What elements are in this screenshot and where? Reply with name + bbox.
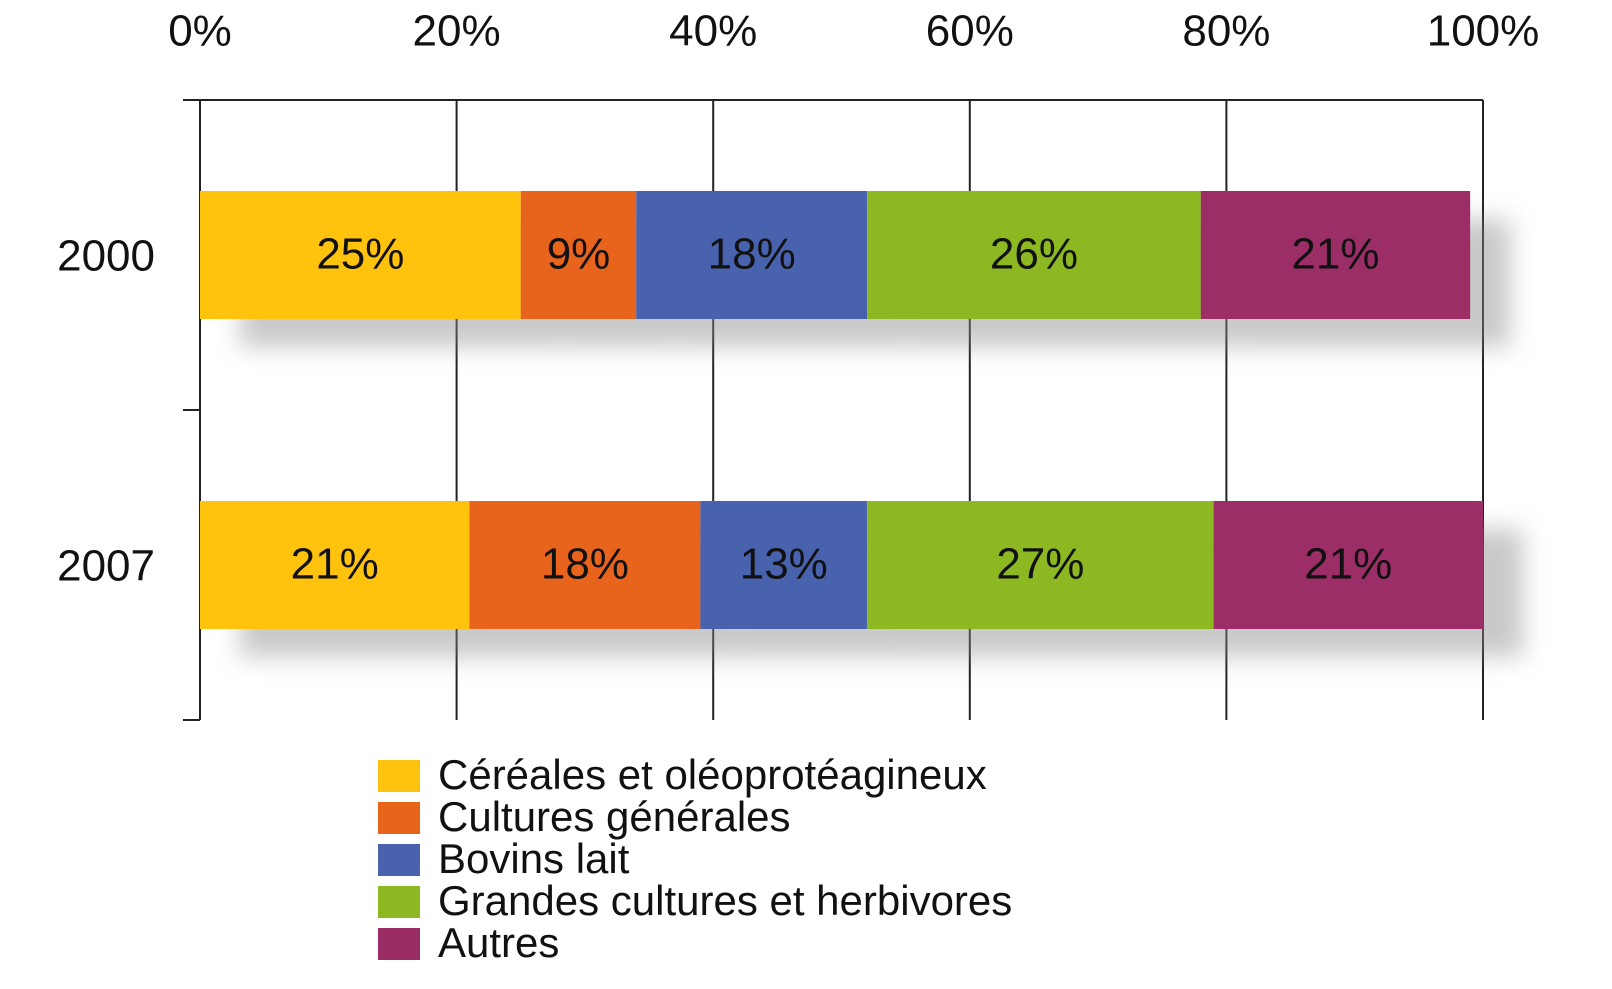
bar-group	[200, 501, 1483, 629]
data-label: 27%	[996, 540, 1084, 589]
data-label: 9%	[547, 230, 611, 279]
data-label: 25%	[316, 230, 404, 279]
x-tick-label: 0%	[168, 7, 232, 56]
y-tick-label: 2007	[57, 542, 155, 591]
bar-segment	[1200, 191, 1471, 319]
data-label: 21%	[291, 540, 379, 589]
bar-segment	[867, 191, 1201, 319]
bar-segment	[200, 191, 521, 319]
bar-segment	[636, 191, 868, 319]
data-label: 18%	[541, 540, 629, 589]
legend-label: Bovins lait	[438, 835, 630, 882]
legend-swatch	[378, 802, 420, 834]
x-tick-label: 100%	[1427, 7, 1540, 56]
bar-segment	[867, 501, 1214, 629]
bar-segment	[1213, 501, 1483, 629]
bar-segment	[469, 501, 701, 629]
bar-group	[200, 191, 1471, 319]
x-tick-label: 20%	[413, 7, 501, 56]
bar-segment	[520, 191, 637, 319]
legend-swatch	[378, 760, 420, 792]
legend-label: Céréales et oléoprotéagineux	[438, 751, 987, 798]
y-tick-label: 2000	[57, 232, 155, 281]
legend-label: Autres	[438, 919, 559, 966]
data-label: 21%	[1291, 230, 1379, 279]
legend-label: Grandes cultures et herbivores	[438, 877, 1012, 924]
data-label: 18%	[708, 230, 796, 279]
legend-swatch	[378, 844, 420, 876]
data-label: 26%	[990, 230, 1078, 279]
legend-label: Cultures générales	[438, 793, 791, 840]
x-tick-label: 80%	[1182, 7, 1270, 56]
legend-swatch	[378, 928, 420, 960]
data-label: 13%	[740, 540, 828, 589]
data-label: 21%	[1304, 540, 1392, 589]
x-tick-label: 40%	[669, 7, 757, 56]
bar-segment	[700, 501, 868, 629]
legend-swatch	[378, 886, 420, 918]
bar-segment	[200, 501, 470, 629]
x-tick-label: 60%	[926, 7, 1014, 56]
